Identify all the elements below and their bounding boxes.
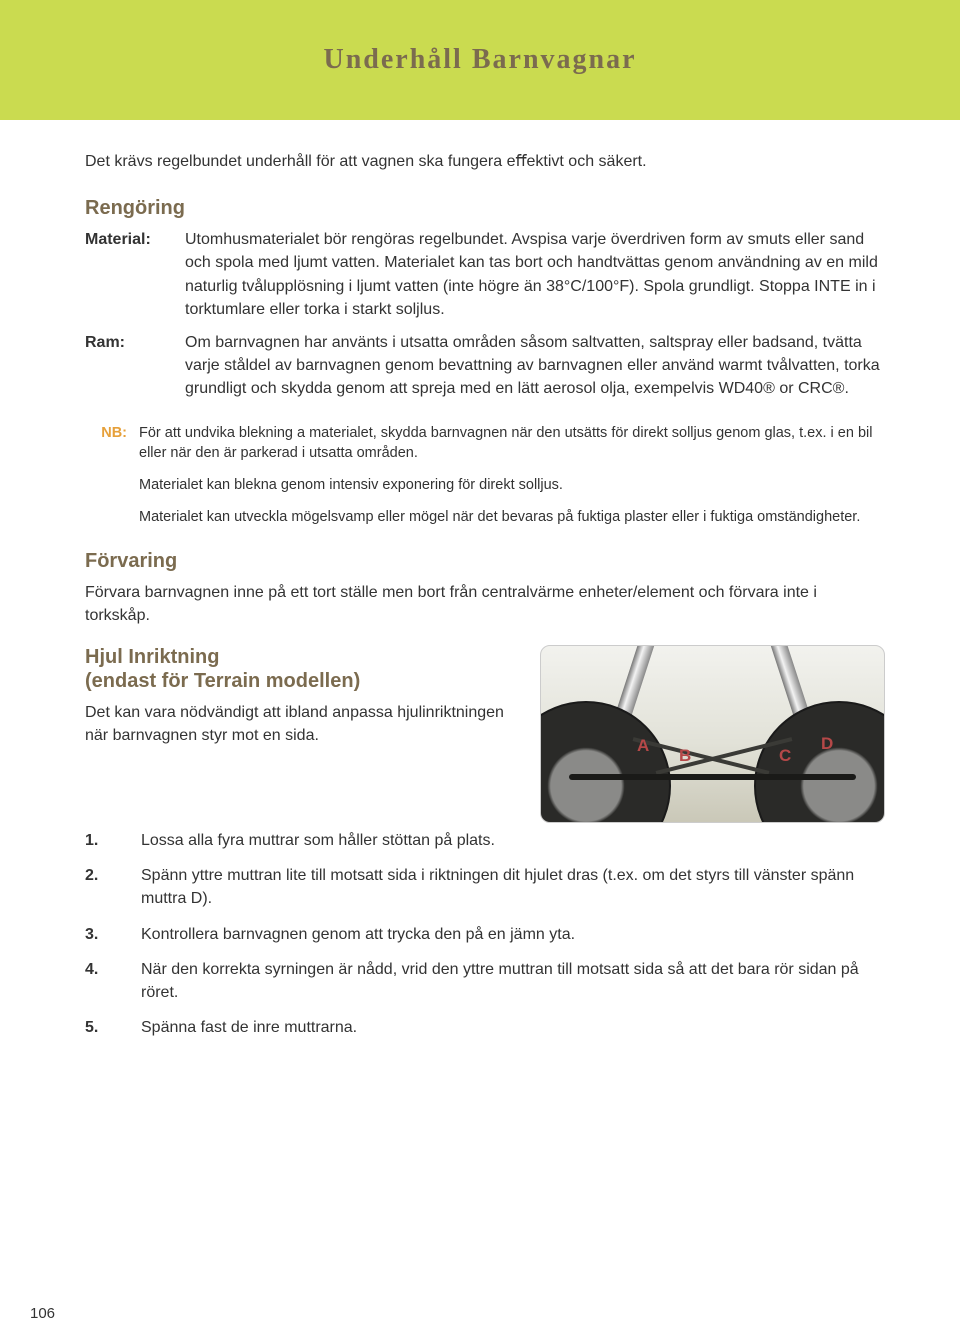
axle-icon	[569, 774, 856, 780]
wheel-heading-line1: Hjul Inriktning	[85, 646, 219, 668]
label-a: A	[637, 736, 649, 756]
nb-block: NB: För att undvika blekning a materiale…	[85, 423, 885, 528]
wheel-steps: Lossa alla fyra muttrar som håller stött…	[85, 829, 885, 1039]
cleaning-text-material: Utomhusmaterialet bör rengöras regelbund…	[185, 228, 885, 331]
wheel-wrap: Hjul Inriktning (endast för Terrain mode…	[85, 645, 885, 823]
cleaning-heading: Rengöring	[85, 197, 885, 220]
step-4: När den korrekta syrningen är nådd, vrid…	[85, 958, 885, 1004]
cleaning-table: Material: Utomhusmaterialet bör rengöras…	[85, 228, 885, 410]
wheel-heading-line2: (endast för Terrain modellen)	[85, 670, 360, 692]
cleaning-label-material: Material:	[85, 228, 185, 331]
step-2: Spänn yttre muttran lite till motsatt si…	[85, 864, 885, 910]
step-1: Lossa alla fyra muttrar som håller stött…	[85, 829, 885, 852]
header-band: Underhåll Barnvagnar	[0, 0, 960, 120]
step-3: Kontrollera barnvagnen genom att trycka …	[85, 923, 885, 946]
storage-text: Förvara barnvagnen inne på ett tort stäl…	[85, 581, 885, 627]
nb-item-1: För att undvika blekning a materialet, s…	[139, 423, 885, 464]
label-b: B	[679, 746, 691, 766]
wheel-left-icon	[540, 701, 671, 823]
wheel-right-icon	[754, 701, 885, 823]
wheel-left-col: Hjul Inriktning (endast för Terrain mode…	[85, 645, 516, 823]
wheel-section: Hjul Inriktning (endast för Terrain mode…	[85, 645, 885, 1039]
storage-heading: Förvaring	[85, 550, 885, 573]
nb-item-2: Materialet kan blekna genom intensiv exp…	[139, 475, 885, 495]
cleaning-label-ram: Ram:	[85, 331, 185, 411]
wheel-heading: Hjul Inriktning (endast för Terrain mode…	[85, 645, 516, 693]
storage-section: Förvaring Förvara barnvagnen inne på ett…	[85, 550, 885, 627]
intro-text: Det krävs regelbundet underhåll för att …	[85, 150, 885, 173]
wheel-image: A B C D	[540, 645, 885, 823]
nb-label: NB:	[85, 423, 139, 464]
wheel-intro: Det kan vara nödvändigt att ibland anpas…	[85, 701, 516, 747]
page-number: 106	[30, 1305, 55, 1322]
label-d: D	[821, 734, 833, 754]
page-title: Underhåll Barnvagnar	[323, 44, 636, 76]
label-c: C	[779, 746, 791, 766]
page-content: Det krävs regelbundet underhåll för att …	[0, 120, 960, 1039]
nb-item-3: Materialet kan utveckla mögelsvamp eller…	[139, 507, 885, 527]
nb-row: NB: För att undvika blekning a materiale…	[85, 423, 885, 464]
step-5: Spänna fast de inre muttrarna.	[85, 1016, 885, 1039]
table-row: Material: Utomhusmaterialet bör rengöras…	[85, 228, 885, 331]
cleaning-text-ram: Om barnvagnen har använts i utsatta områ…	[185, 331, 885, 411]
table-row: Ram: Om barnvagnen har använts i utsatta…	[85, 331, 885, 411]
